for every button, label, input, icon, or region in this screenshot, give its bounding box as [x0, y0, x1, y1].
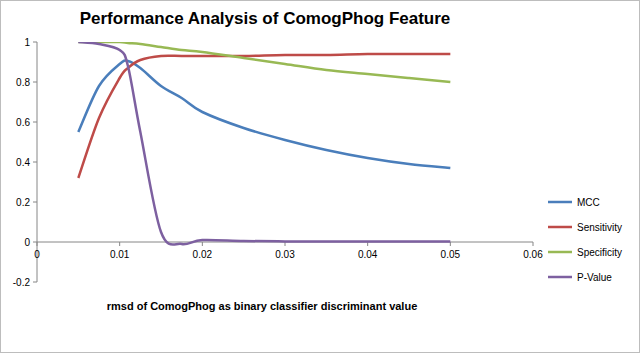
- y-tick: [33, 202, 37, 203]
- chart-frame: [1, 1, 640, 353]
- series-line: [78, 54, 450, 178]
- plot-lines: [78, 42, 450, 245]
- y-tick-label: 0.6: [16, 117, 30, 128]
- x-tick-label: 0.04: [358, 249, 378, 260]
- legend-swatch: [548, 251, 572, 254]
- y-tick-label: 0: [24, 237, 30, 248]
- legend-swatch: [548, 201, 572, 204]
- series-line: [78, 42, 450, 245]
- x-tick-label: 0.03: [275, 249, 295, 260]
- legend-swatch: [548, 226, 572, 229]
- y-tick-label: 0.8: [16, 77, 30, 88]
- y-tick: [33, 122, 37, 123]
- x-tick-label: 0.01: [110, 249, 130, 260]
- series-line: [78, 42, 450, 82]
- y-tick-label: -0.2: [13, 277, 31, 288]
- legend-label: P-Value: [577, 272, 612, 283]
- chart: Performance Analysis of ComogPhog Featur…: [0, 0, 640, 353]
- y-tick: [33, 162, 37, 163]
- legend-label: Sensitivity: [577, 222, 622, 233]
- y-tick-label: 0.4: [16, 157, 30, 168]
- y-tick: [33, 282, 37, 283]
- x-tick-label: 0: [34, 249, 40, 260]
- x-tick: [202, 242, 203, 246]
- legend-swatch: [548, 276, 572, 279]
- legend-label: Specificity: [577, 247, 622, 258]
- x-tick: [37, 242, 38, 246]
- y-tick: [33, 82, 37, 83]
- x-tick-label: 0.06: [523, 249, 543, 260]
- y-tick: [33, 242, 37, 243]
- x-tick: [119, 242, 120, 246]
- x-axis-label: rmsd of ComogPhog as binary classifier d…: [107, 300, 418, 312]
- y-tick: [33, 42, 37, 43]
- x-tick-label: 0.02: [193, 249, 213, 260]
- y-tick-label: 0.2: [16, 197, 30, 208]
- title: Performance Analysis of ComogPhog Featur…: [80, 9, 451, 28]
- legend-label: MCC: [577, 197, 600, 208]
- x-tick: [533, 242, 534, 246]
- y-tick-label: 1: [24, 37, 30, 48]
- x-tick-label: 0.05: [441, 249, 461, 260]
